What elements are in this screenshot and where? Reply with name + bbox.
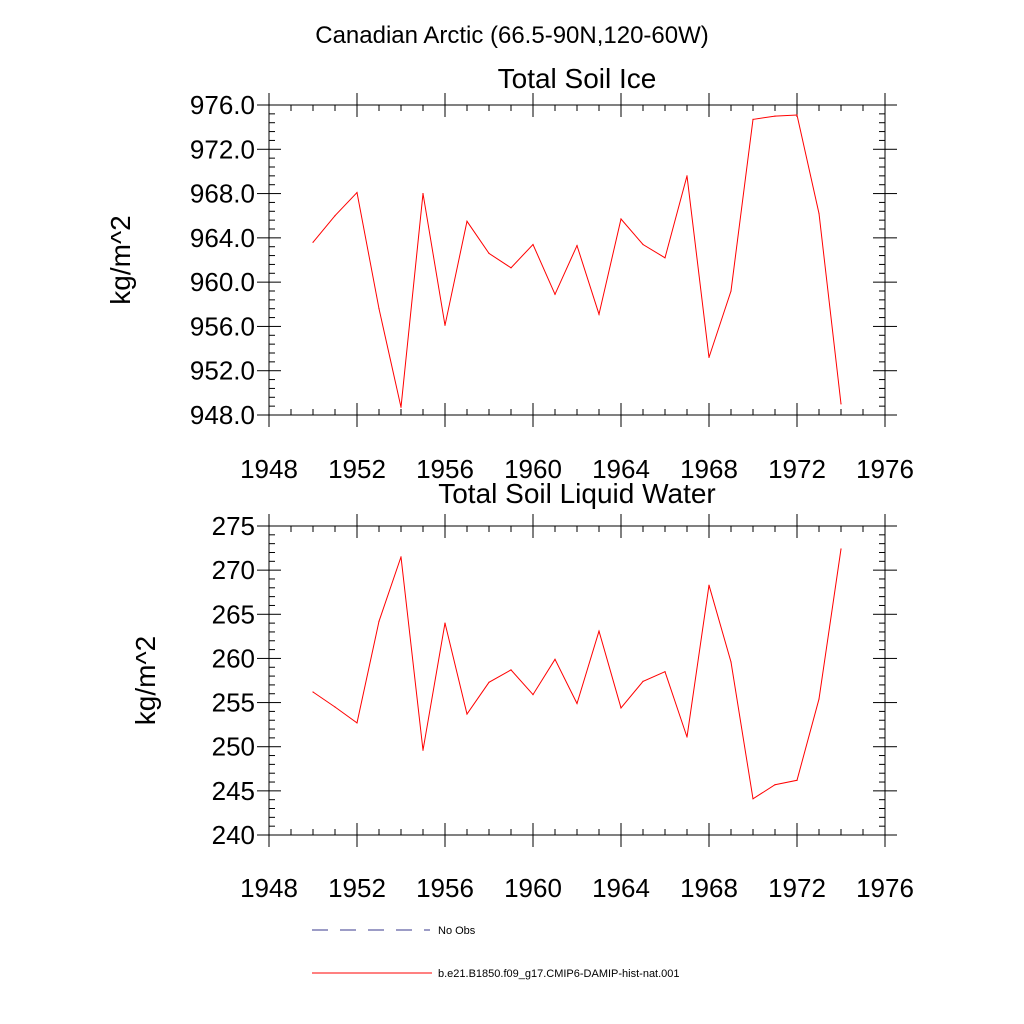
data-point: [642, 680, 644, 683]
data-point: [686, 175, 688, 177]
y-tick-label: 265: [212, 599, 255, 629]
y-tick-label: 260: [212, 643, 255, 673]
data-point: [598, 313, 600, 315]
data-point: [488, 252, 490, 254]
data-point: [752, 798, 754, 800]
y-tick-label: 240: [212, 820, 255, 850]
panel-total-soil-liquid-water: Total Soil Liquid Water kg/m^2 1948 1952 195…: [130, 478, 914, 903]
data-point: [796, 114, 798, 116]
data-point: [554, 658, 556, 660]
x-tick-label: 1968: [680, 454, 738, 484]
data-point: [400, 556, 402, 558]
x-tick-label: 1956: [416, 873, 474, 903]
plot-frame: [268, 104, 886, 416]
data-point: [730, 661, 732, 663]
data-point: [576, 245, 578, 247]
data-point: [708, 356, 710, 358]
data-point: [510, 669, 512, 671]
y-tick-label: 972.0: [190, 134, 255, 164]
data-point: [840, 403, 842, 405]
x-tick-label: 1956: [416, 454, 474, 484]
x-tick-label: 1952: [328, 454, 386, 484]
data-point: [400, 406, 402, 408]
data-point: [422, 193, 424, 195]
x-tick-label: 1964: [592, 454, 650, 484]
data-point: [422, 749, 424, 751]
data-point: [752, 118, 754, 120]
x-tick-label: 1964: [592, 873, 650, 903]
x-tick-label: 1952: [328, 873, 386, 903]
y-tick-label: 245: [212, 776, 255, 806]
y-tick-label: 968.0: [190, 179, 255, 209]
legend-model-label: b.e21.B1850.f09_g17.CMIP6-DAMIP-hist-nat…: [438, 968, 680, 980]
y-axis-label: kg/m^2: [105, 215, 136, 304]
data-point: [510, 267, 512, 269]
x-tick-label: 1972: [768, 873, 826, 903]
data-point: [334, 706, 336, 708]
data-point: [708, 584, 710, 586]
data-point: [312, 691, 314, 693]
data-point: [488, 681, 490, 683]
legend: No Obs b.e21.B1850.f09_g17.CMIP6-DAMIP-h…: [312, 925, 680, 980]
data-point: [796, 779, 798, 781]
data-point: [554, 293, 556, 295]
x-tick-label: 1976: [856, 873, 914, 903]
data-point: [620, 218, 622, 220]
y-tick-label: 956.0: [190, 311, 255, 341]
x-tick-label: 1960: [504, 873, 562, 903]
figure-suptitle: Canadian Arctic (66.5-90N,120-60W): [315, 22, 709, 49]
data-point: [576, 702, 578, 705]
data-point: [818, 212, 820, 215]
chart-title: Total Soil Ice: [498, 63, 657, 94]
y-tick-label: 952.0: [190, 356, 255, 386]
data-point: [686, 736, 688, 738]
legend-obs-label: No Obs: [438, 925, 476, 937]
data-point: [444, 324, 446, 326]
x-tick-label: 1960: [504, 454, 562, 484]
data-point: [378, 308, 380, 310]
data-point: [598, 630, 600, 632]
data-point: [664, 671, 666, 673]
data-point: [532, 243, 534, 246]
x-tick-label: 1976: [856, 454, 914, 484]
y-tick-label: 964.0: [190, 223, 255, 253]
y-tick-label: 948.0: [190, 400, 255, 430]
data-point: [620, 707, 622, 709]
data-point: [466, 713, 468, 715]
y-tick-label: 275: [212, 511, 255, 541]
y-tick-label: 270: [212, 555, 255, 585]
y-axis-label: kg/m^2: [130, 636, 161, 725]
plot-frame: [268, 525, 886, 836]
data-point: [356, 722, 358, 724]
series-line: [312, 548, 842, 800]
data-point: [642, 243, 644, 246]
x-tick-label: 1948: [240, 873, 298, 903]
data-point: [532, 694, 534, 696]
data-point: [730, 290, 732, 292]
data-point: [818, 698, 820, 700]
data-point: [466, 220, 468, 222]
series-line: [312, 114, 842, 408]
x-tick-label: 1972: [768, 454, 826, 484]
data-point: [334, 215, 336, 217]
data-point: [378, 620, 380, 622]
data-point: [312, 241, 314, 243]
data-point: [664, 257, 666, 259]
x-tick-label: 1968: [680, 873, 738, 903]
y-tick-label: 960.0: [190, 267, 255, 297]
y-tick-label: 255: [212, 688, 255, 718]
data-point: [774, 784, 776, 786]
data-point: [444, 622, 446, 624]
x-tick-label: 1948: [240, 454, 298, 484]
panel-total-soil-ice: Total Soil Ice kg/m^2 1948 1952 1956 1960 1964…: [105, 63, 914, 484]
data-point: [356, 191, 358, 194]
data-point: [774, 115, 776, 117]
chart-title: Total Soil Liquid Water: [438, 478, 716, 509]
y-tick-label: 250: [212, 732, 255, 762]
y-tick-label: 976.0: [190, 90, 255, 120]
data-point: [840, 548, 842, 550]
